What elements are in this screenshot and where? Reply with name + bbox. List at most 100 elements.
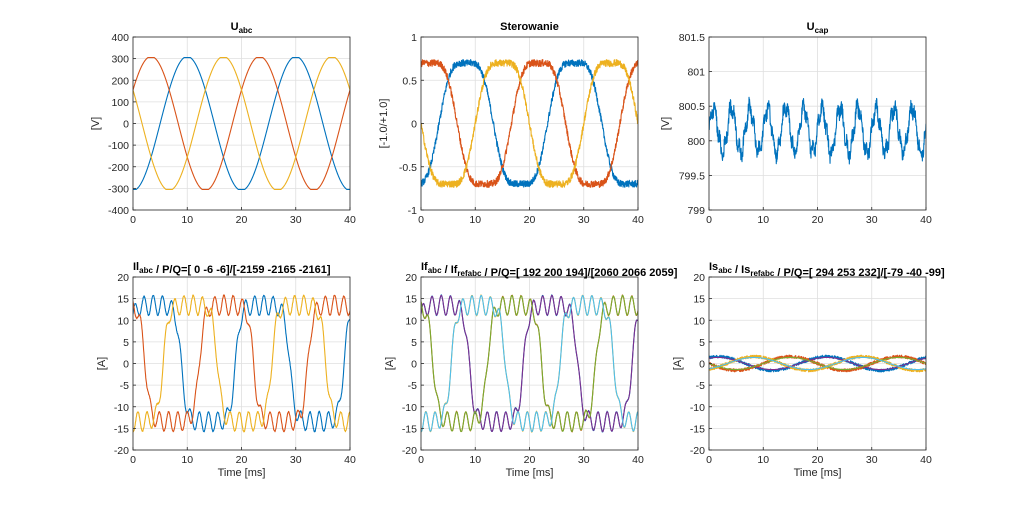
- x-tick-label: 20: [524, 454, 536, 466]
- series-line-4: [421, 294, 638, 433]
- series-group: [709, 96, 926, 165]
- series-line-2: [421, 59, 638, 188]
- x-axis-label: Time [ms]: [218, 467, 266, 479]
- y-axis-label: [A]: [96, 357, 108, 370]
- title-main: Is: [709, 261, 718, 273]
- y-tick-label: 300: [111, 54, 129, 66]
- title-rest: / Is: [732, 264, 750, 276]
- y-tick-label: -0.5: [399, 162, 417, 174]
- y-tick-label: -10: [114, 402, 129, 414]
- x-tick-label: 0: [418, 214, 424, 226]
- series-line-5: [421, 294, 638, 433]
- series-line-3: [421, 59, 638, 188]
- series-line-3: [133, 294, 350, 433]
- x-axis-label: Time [ms]: [794, 467, 842, 479]
- series-group: [133, 294, 350, 433]
- y-tick-label: -5: [408, 380, 417, 392]
- series-line-1: [133, 294, 350, 433]
- series-line-6: [709, 356, 926, 371]
- x-axis-label: Time [ms]: [506, 467, 554, 479]
- series-line-4: [709, 356, 926, 371]
- x-tick-label: 10: [757, 214, 769, 226]
- y-tick-label: 0: [699, 359, 705, 371]
- y-tick-label: 0: [411, 119, 417, 131]
- y-tick-label: -400: [108, 205, 129, 217]
- x-tick-label: 40: [632, 454, 644, 466]
- chart-panel-4: 0 10 20 30 40 -20 -15 -10 -5 0 5 10 15 20 [A] Time [ms]…: [96, 261, 356, 479]
- y-tick-label: -200: [108, 162, 129, 174]
- title-main: Sterowanie: [500, 21, 559, 33]
- y-tick-label: -10: [690, 402, 705, 414]
- x-tick-label: 20: [236, 454, 248, 466]
- y-tick-label: -100: [108, 140, 129, 152]
- y-tick-label: 10: [117, 315, 129, 327]
- x-tick-label: 20: [236, 214, 248, 226]
- title-rest: / P/Q=[ 0 -6 -6]/[-2159 -2165 -2161]: [153, 264, 331, 276]
- y-tick-label: -15: [114, 423, 129, 435]
- x-tick-label: 10: [181, 454, 193, 466]
- x-tick-label: 20: [812, 214, 824, 226]
- x-tick-label: 0: [706, 214, 712, 226]
- title-main: U: [231, 21, 239, 33]
- x-tick-label: 20: [812, 454, 824, 466]
- y-axis-label: [-1.0/+1.0]: [378, 99, 390, 149]
- y-tick-label: 10: [693, 315, 705, 327]
- x-tick-label: 10: [469, 214, 481, 226]
- chart-title: Ilabc / P/Q=[ 0 -6 -6]/[-2159 -2165 -216…: [133, 261, 331, 276]
- y-tick-label: 15: [117, 294, 129, 306]
- x-tick-label: 0: [418, 454, 424, 466]
- y-axis-label: [V]: [660, 117, 672, 130]
- y-tick-label: 5: [411, 337, 417, 349]
- x-tick-label: 10: [181, 214, 193, 226]
- chart-panel-1: 0 10 20 30 40 -400 -300 -200 -100 0 100 200 300 400 [V…: [90, 21, 356, 226]
- x-tick-label: 30: [578, 454, 590, 466]
- y-tick-label: -1: [408, 205, 417, 217]
- x-tick-label: 20: [524, 214, 536, 226]
- title-subscript: abc: [718, 266, 732, 275]
- y-tick-label: -5: [120, 380, 129, 392]
- chart-panel-5: 0 10 20 30 40 -20 -15 -10 -5 0 5 10 15 20 [A] Time [ms]…: [384, 261, 678, 479]
- title-subscript-2: refabc: [457, 269, 482, 278]
- y-tick-label: -20: [402, 445, 417, 457]
- y-tick-label: 0: [123, 119, 129, 131]
- series-group: [421, 59, 638, 188]
- series-line-5: [709, 356, 926, 371]
- y-tick-label: 1: [411, 32, 417, 44]
- x-tick-label: 0: [130, 214, 136, 226]
- chart-title: Isabc / Isrefabc / P/Q=[ 294 253 232]/[-…: [709, 261, 945, 279]
- title-subscript: cap: [815, 26, 829, 35]
- y-tick-label: 15: [693, 294, 705, 306]
- y-tick-label: 800: [687, 136, 705, 148]
- x-tick-label: 30: [866, 214, 878, 226]
- x-tick-label: 0: [130, 454, 136, 466]
- y-tick-label: -300: [108, 183, 129, 195]
- y-tick-label: 0: [411, 359, 417, 371]
- y-tick-label: -15: [402, 423, 417, 435]
- y-tick-label: 400: [111, 32, 129, 44]
- title-subscript-2: refabc: [750, 269, 775, 278]
- y-tick-label: -20: [114, 445, 129, 457]
- series-line-1: [709, 96, 926, 165]
- y-tick-label: 5: [699, 337, 705, 349]
- x-tick-label: 40: [344, 214, 356, 226]
- title-subscript: abc: [139, 266, 153, 275]
- y-tick-label: 20: [693, 272, 705, 284]
- y-tick-label: 800.5: [679, 101, 705, 113]
- y-tick-label: -15: [690, 423, 705, 435]
- title-rest-2: / P/Q=[ 294 253 232]/[-79 -40 -99]: [774, 267, 945, 279]
- y-tick-label: 10: [405, 315, 417, 327]
- title-rest-2: / P/Q=[ 192 200 194]/[2060 2066 2059]: [481, 267, 677, 279]
- series-group: [709, 354, 926, 373]
- x-tick-label: 30: [290, 214, 302, 226]
- y-tick-label: 0: [123, 359, 129, 371]
- y-axis-label: [A]: [384, 357, 396, 370]
- x-tick-label: 40: [920, 214, 932, 226]
- y-axis-label: [A]: [672, 357, 684, 370]
- title-main: U: [807, 21, 815, 33]
- x-tick-label: 40: [920, 454, 932, 466]
- series-line-2: [133, 294, 350, 433]
- y-tick-label: 799.5: [679, 170, 705, 182]
- title-subscript: abc: [428, 266, 442, 275]
- y-tick-label: 0.5: [402, 75, 417, 87]
